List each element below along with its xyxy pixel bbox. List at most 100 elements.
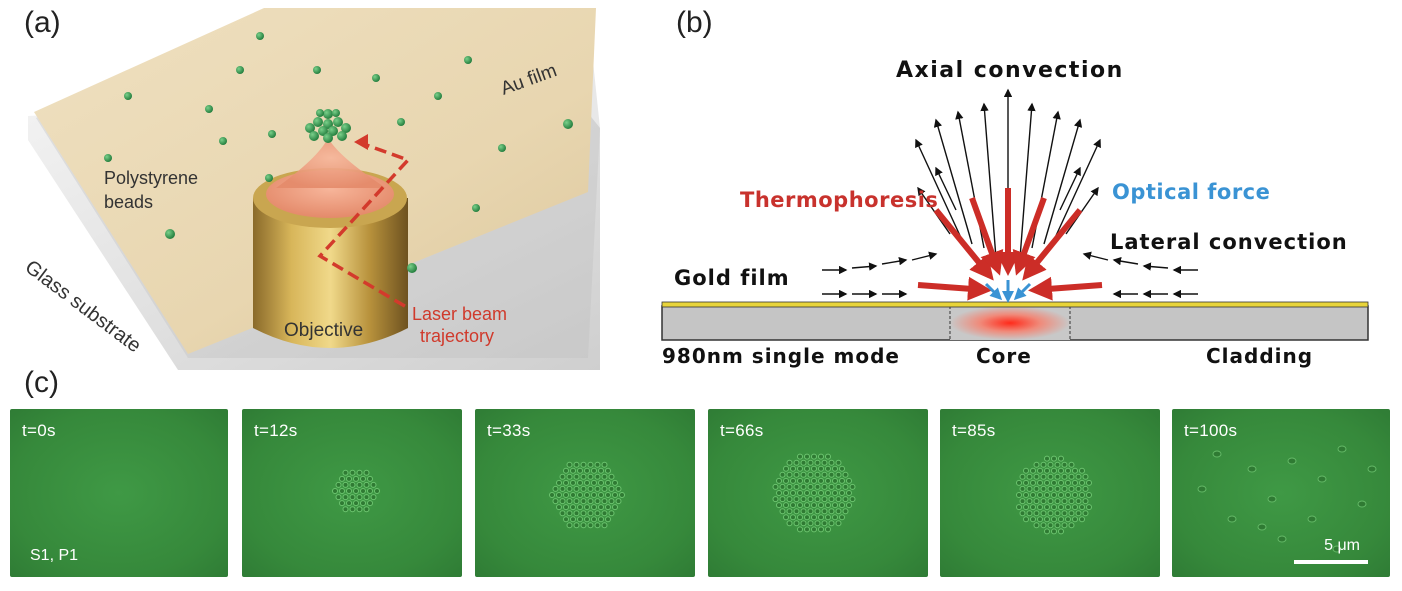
bead [825,465,831,472]
bead [1058,479,1064,486]
bead [1044,516,1050,523]
bead [580,498,587,505]
bead [793,459,800,466]
bead [577,516,583,523]
bead [776,490,782,496]
bead [1047,473,1054,480]
bead [839,465,845,472]
bead [835,471,842,478]
bead [793,520,800,527]
bead [800,520,807,527]
bead [566,510,573,517]
dispersed-bead [1317,475,1327,483]
dispersed-beads [1197,445,1377,553]
bead [835,520,842,527]
bead [598,467,604,474]
dispersed-bead [1212,450,1222,458]
bead [363,506,370,513]
bead [342,506,349,513]
bead [790,514,796,521]
bead [832,465,838,472]
bead [1086,504,1092,511]
bead [577,492,583,498]
bead [615,485,622,492]
bead [797,453,803,460]
bead [1082,498,1089,505]
bead [1019,510,1026,517]
bead [786,459,793,466]
bead [1086,479,1092,486]
bead [821,471,828,478]
bead [800,471,807,478]
bead [821,496,828,503]
bead [1040,461,1047,468]
bead [828,520,835,527]
bead [1037,492,1043,498]
bead [825,477,831,484]
bead [804,526,810,533]
bead [835,508,842,515]
bead [335,494,342,501]
bead [828,459,835,466]
objective-label: Objective [284,320,364,341]
bead [804,490,810,496]
bead [1061,473,1068,480]
bead [556,492,562,498]
bead [1086,492,1092,498]
bead [1065,492,1071,498]
bead [367,500,373,507]
bead [556,504,562,511]
panel-b-label: (b) [676,6,713,39]
bead [1058,455,1064,462]
bead-cluster-large [772,453,856,533]
gold-film-label: Gold film [674,266,790,290]
frame-0s: t=0s S1, P1 [10,409,228,577]
frame-time-label: t=0s [22,421,56,440]
bead [1054,498,1061,505]
bead [342,481,349,488]
bead [800,483,807,490]
bead [612,479,618,486]
bead [608,510,615,517]
fiber-core [950,306,1070,340]
bead [591,504,597,511]
bead [818,502,824,509]
bead [1047,522,1054,529]
bead [1065,504,1071,511]
bead [804,514,810,521]
bead [818,465,824,472]
bead [786,508,793,515]
bead [612,504,618,511]
core-label: Core [976,344,1032,368]
bead [598,479,604,486]
bead [1079,504,1085,511]
bead [563,492,569,498]
bead [370,481,377,488]
bead [821,459,828,466]
bead [1040,510,1047,517]
bead [1037,479,1043,486]
bead [570,504,576,511]
bead [566,461,573,468]
bead [1051,492,1057,498]
bead [342,469,349,476]
bead [559,510,566,517]
bead [1061,522,1068,529]
dispersed-bead [1307,515,1317,523]
bead [1054,473,1061,480]
bead [591,516,597,523]
bead [1075,485,1082,492]
bead [1072,492,1078,498]
bead [601,522,608,529]
bead [1054,522,1061,529]
bead [570,479,576,486]
bead [814,459,821,466]
bead [797,514,803,521]
bead [1079,479,1085,486]
bead-cluster-small [332,469,380,513]
bead [807,471,814,478]
bead [1054,461,1061,468]
bead [1026,498,1033,505]
bead [839,477,845,484]
bead [367,475,373,482]
